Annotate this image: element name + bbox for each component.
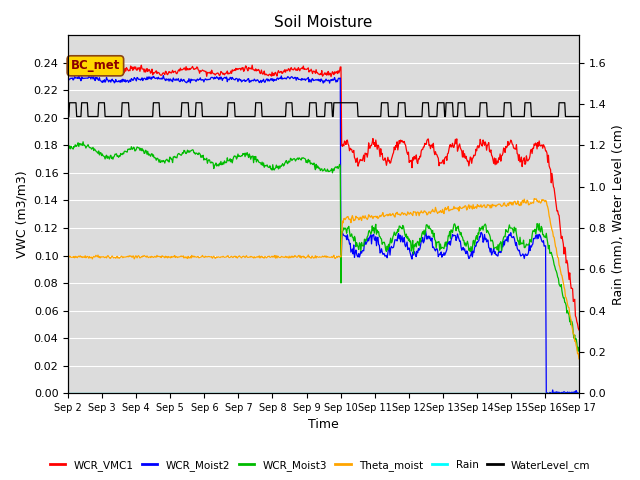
X-axis label: Time: Time <box>308 419 339 432</box>
Y-axis label: VWC (m3/m3): VWC (m3/m3) <box>15 170 28 258</box>
Text: BC_met: BC_met <box>70 60 120 72</box>
Legend: WCR_VMC1, WCR_Moist2, WCR_Moist3, Theta_moist, Rain, WaterLevel_cm: WCR_VMC1, WCR_Moist2, WCR_Moist3, Theta_… <box>45 456 595 475</box>
Y-axis label: Rain (mm), Water Level (cm): Rain (mm), Water Level (cm) <box>612 124 625 305</box>
Title: Soil Moisture: Soil Moisture <box>275 15 372 30</box>
